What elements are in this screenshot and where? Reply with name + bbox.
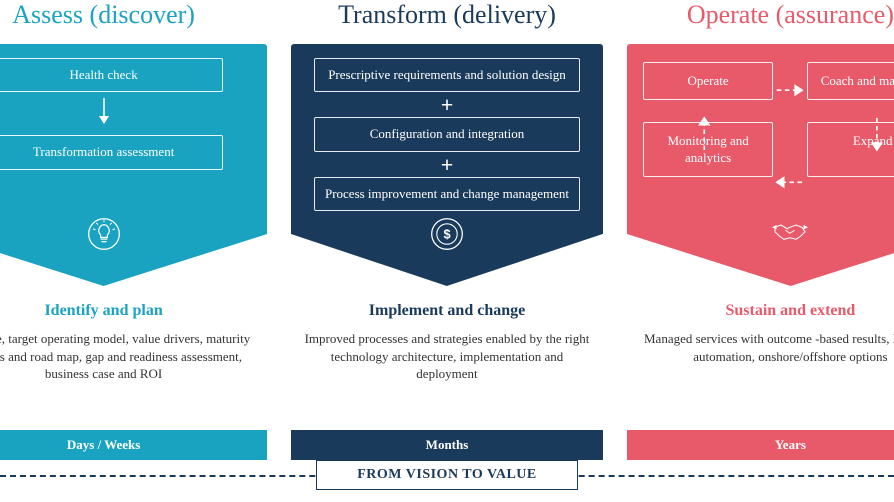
outcome-transform: Implement and change Improved processes … — [291, 286, 603, 430]
column-title-operate: Operate (assurance) — [627, 0, 894, 30]
outcome-assess: Identify and plan Baseline, target opera… — [0, 286, 267, 430]
stage-body-assess: Health check Transformation assessment — [0, 44, 267, 234]
lightbulb-icon — [86, 216, 122, 252]
box-monitoring: Monitoring and analytics — [643, 122, 774, 177]
handshake-icon — [772, 216, 808, 252]
box-health-check: Health check — [0, 58, 223, 92]
svg-text:$: $ — [443, 226, 450, 241]
stage-body-transform: Prescriptive requirements and solution d… — [291, 44, 603, 234]
outcome-title-transform: Implement and change — [303, 302, 591, 320]
stage-arrow-assess — [0, 234, 267, 286]
footer-label: FROM VISION TO VALUE — [316, 460, 577, 490]
column-transform: Transform (delivery) Prescriptive requir… — [291, 0, 603, 460]
plus-icon: + — [441, 158, 454, 171]
stage-arrow-operate — [627, 234, 894, 286]
dollar-icon: $ — [429, 216, 465, 252]
outcome-desc-assess: Baseline, target operating model, value … — [0, 330, 255, 383]
column-assess: Assess (discover) Health check Transform… — [0, 0, 267, 460]
outcome-desc-operate: Managed services with outcome -based res… — [639, 330, 894, 365]
stage-arrow-transform: $ — [291, 234, 603, 286]
outcome-operate: Sustain and extend Managed services with… — [627, 286, 894, 430]
box-configuration: Configuration and integration — [314, 117, 581, 151]
outcome-title-operate: Sustain and extend — [639, 302, 894, 320]
box-expand: Expand — [807, 122, 894, 177]
outcome-desc-transform: Improved processes and strategies enable… — [303, 330, 591, 383]
stage-body-operate: Operate Coach and maintain Monitoring an… — [627, 44, 894, 234]
footer: FROM VISION TO VALUE — [0, 460, 894, 490]
box-process-improvement: Process improvement and change managemen… — [314, 177, 581, 211]
column-operate: Operate (assurance) Operate Coach and ma… — [627, 0, 894, 460]
duration-assess: Days / Weeks — [0, 430, 267, 460]
operate-grid: Operate Coach and maintain Monitoring an… — [641, 58, 894, 181]
box-coach: Coach and maintain — [807, 62, 894, 100]
column-title-assess: Assess (discover) — [0, 0, 267, 30]
duration-operate: Years — [627, 430, 894, 460]
duration-transform: Months — [291, 430, 603, 460]
columns-container: Assess (discover) Health check Transform… — [0, 0, 894, 460]
box-operate: Operate — [643, 62, 774, 100]
column-title-transform: Transform (delivery) — [291, 0, 603, 30]
plus-icon: + — [441, 98, 454, 111]
box-transformation-assessment: Transformation assessment — [0, 135, 223, 169]
box-prescriptive: Prescriptive requirements and solution d… — [314, 58, 581, 92]
down-arrow-icon — [97, 98, 111, 129]
outcome-title-assess: Identify and plan — [0, 302, 255, 320]
